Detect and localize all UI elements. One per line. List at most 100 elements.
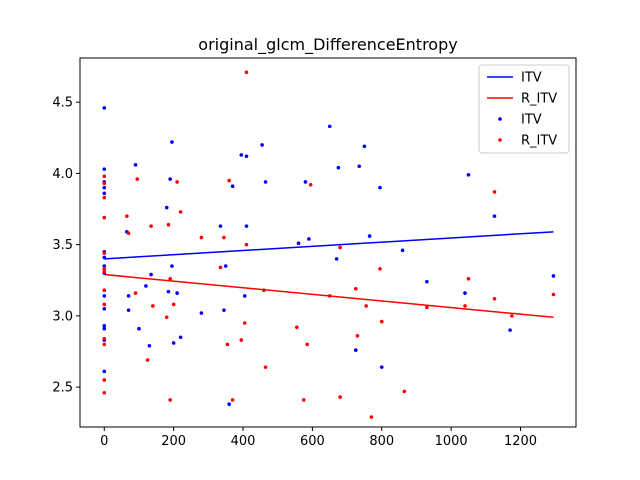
point-r-itv <box>102 269 107 274</box>
point-itv <box>242 294 247 298</box>
point-r-itv <box>135 177 140 181</box>
point-r-itv <box>230 398 235 402</box>
point-r-itv <box>425 305 429 310</box>
point-itv <box>199 311 204 315</box>
point-r-itv <box>175 180 179 184</box>
point-itv <box>307 237 311 241</box>
axis-ticks: 0 200 400 600 800 1000 1200 2.5 3.0 3.5 4.0 4.5 <box>52 96 537 449</box>
point-r-itv <box>171 302 176 307</box>
point-r-itv <box>301 398 306 402</box>
point-itv <box>230 184 235 189</box>
point-itv <box>175 291 179 295</box>
point-r-itv <box>263 365 268 369</box>
point-itv <box>357 164 362 169</box>
point-r-itv <box>102 174 107 179</box>
point-r-itv <box>353 287 358 291</box>
point-r-itv <box>551 292 556 297</box>
point-r-itv <box>492 296 497 301</box>
legend-label-itv: ITV <box>521 71 542 86</box>
point-itv <box>336 165 341 170</box>
point-r-itv <box>166 222 171 227</box>
point-itv <box>463 291 467 295</box>
point-r-itv <box>308 182 313 187</box>
legend-marker-r-itv <box>498 138 502 142</box>
point-itv <box>171 341 176 345</box>
point-r-itv <box>492 190 497 194</box>
legend-box <box>478 64 570 154</box>
point-r-itv <box>225 342 230 347</box>
x-tick-label: 800 <box>369 434 394 449</box>
point-itv <box>102 167 107 171</box>
point-r-itv <box>222 235 226 240</box>
point-itv <box>102 185 107 190</box>
point-r-itv <box>102 391 107 395</box>
point-itv <box>334 257 339 261</box>
point-itv <box>144 284 148 288</box>
point-itv <box>149 272 153 277</box>
point-itv <box>147 343 152 348</box>
point-r-itv <box>168 398 172 402</box>
point-itv <box>168 177 172 181</box>
point-r-itv <box>369 415 374 419</box>
point-itv <box>551 274 556 278</box>
point-r-itv <box>244 242 249 247</box>
point-r-itv <box>379 319 384 324</box>
legend: ITV R_ITV ITV R_ITV <box>478 64 570 154</box>
point-r-itv <box>168 277 172 281</box>
point-itv <box>218 224 223 228</box>
point-r-itv <box>145 358 150 362</box>
point-itv <box>303 180 308 184</box>
point-r-itv <box>133 291 138 295</box>
point-itv <box>102 264 107 268</box>
x-tick-label: 600 <box>300 434 325 449</box>
point-r-itv <box>199 235 204 240</box>
point-r-itv <box>244 70 249 75</box>
point-r-itv <box>378 267 382 271</box>
point-itv <box>178 335 183 340</box>
x-tick-label: 1200 <box>504 434 537 449</box>
point-r-itv <box>102 288 107 293</box>
point-r-itv <box>102 181 107 186</box>
point-itv <box>222 308 226 312</box>
point-r-itv <box>364 304 368 308</box>
point-itv <box>102 191 107 196</box>
point-r-itv <box>102 267 107 271</box>
y-tick-label: 3.0 <box>52 309 73 324</box>
point-itv <box>164 205 169 210</box>
point-itv <box>223 264 228 268</box>
point-itv <box>239 153 244 157</box>
point-itv <box>102 306 107 311</box>
point-r-itv <box>178 210 183 214</box>
point-r-itv <box>239 338 244 342</box>
point-itv <box>170 264 174 268</box>
point-itv <box>102 106 107 110</box>
point-itv <box>244 154 249 159</box>
point-itv <box>378 185 382 190</box>
point-r-itv <box>510 314 514 318</box>
point-r-itv <box>102 302 107 307</box>
point-r-itv <box>402 389 407 394</box>
point-itv <box>327 124 332 129</box>
point-r-itv <box>294 325 299 330</box>
point-itv <box>170 140 174 144</box>
x-tick-label: 200 <box>161 434 186 449</box>
point-itv <box>244 224 249 228</box>
point-r-itv <box>125 214 129 218</box>
fit-line-itv <box>104 231 554 260</box>
y-tick-label: 4.0 <box>52 167 73 182</box>
point-itv <box>379 365 384 369</box>
point-itv <box>227 402 231 407</box>
point-itv <box>466 173 471 177</box>
point-r-itv <box>327 294 332 298</box>
plot-area <box>102 70 556 419</box>
point-itv <box>137 326 141 331</box>
y-tick-label: 3.5 <box>52 238 73 253</box>
point-itv <box>102 326 107 331</box>
chart-title: original_glcm_DifferenceEntropy <box>198 35 457 55</box>
point-itv <box>492 214 497 218</box>
point-r-itv <box>466 277 471 281</box>
point-r-itv <box>126 231 131 236</box>
legend-marker-itv <box>498 117 502 121</box>
x-tick-label: 400 <box>231 434 256 449</box>
